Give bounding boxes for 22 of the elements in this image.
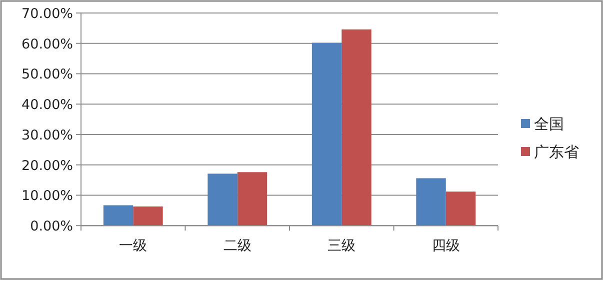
bar xyxy=(237,172,268,226)
bar xyxy=(208,174,238,226)
bar xyxy=(312,42,342,226)
x-tick-label: 二级 xyxy=(223,238,252,254)
bar xyxy=(342,29,372,226)
x-tick-label: 三级 xyxy=(328,238,356,254)
y-tick-label: 30.00% xyxy=(22,127,74,144)
y-tick-label: 70.00% xyxy=(22,6,74,22)
bar xyxy=(133,206,163,226)
bar xyxy=(416,178,446,226)
y-tick-label: 20.00% xyxy=(22,158,74,174)
bar xyxy=(446,192,476,226)
y-tick-label: 50.00% xyxy=(22,66,74,83)
x-tick-label: 一级 xyxy=(119,238,148,254)
x-tick-label: 四级 xyxy=(432,238,460,254)
legend-label: 全国 xyxy=(534,115,564,133)
bar xyxy=(103,205,134,226)
y-tick-label: 60.00% xyxy=(22,36,74,52)
y-tick-label: 10.00% xyxy=(22,188,74,204)
y-tick-label: 40.00% xyxy=(22,97,74,114)
legend-label: 广东省 xyxy=(534,143,579,161)
y-tick-label: 0.00% xyxy=(30,218,74,235)
